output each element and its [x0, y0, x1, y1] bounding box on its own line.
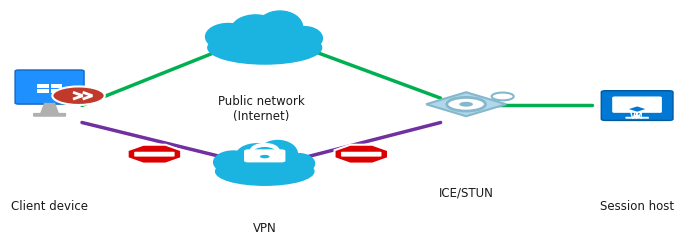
Text: Client device: Client device — [11, 200, 88, 213]
FancyBboxPatch shape — [613, 97, 662, 112]
FancyBboxPatch shape — [625, 117, 649, 119]
Circle shape — [447, 98, 485, 111]
Ellipse shape — [231, 15, 280, 45]
Circle shape — [53, 86, 105, 105]
FancyBboxPatch shape — [33, 113, 66, 117]
Ellipse shape — [236, 144, 278, 169]
Text: Session host: Session host — [600, 200, 674, 213]
FancyBboxPatch shape — [602, 91, 673, 121]
Ellipse shape — [208, 31, 322, 64]
Ellipse shape — [216, 158, 314, 185]
Ellipse shape — [257, 11, 303, 44]
Ellipse shape — [258, 140, 297, 168]
Polygon shape — [426, 92, 506, 116]
Circle shape — [260, 155, 270, 158]
FancyBboxPatch shape — [341, 152, 381, 157]
Text: VM: VM — [631, 111, 644, 121]
FancyBboxPatch shape — [37, 89, 49, 93]
Ellipse shape — [213, 151, 253, 173]
Text: VPN: VPN — [253, 222, 277, 235]
Circle shape — [459, 102, 473, 107]
FancyBboxPatch shape — [51, 84, 62, 88]
FancyBboxPatch shape — [15, 70, 84, 104]
Ellipse shape — [286, 27, 322, 50]
Ellipse shape — [206, 24, 251, 50]
Ellipse shape — [283, 154, 315, 173]
Polygon shape — [335, 145, 388, 164]
FancyBboxPatch shape — [134, 152, 175, 157]
Polygon shape — [128, 145, 181, 164]
Text: Public network
(Internet): Public network (Internet) — [218, 95, 305, 123]
FancyBboxPatch shape — [51, 89, 62, 93]
FancyBboxPatch shape — [245, 150, 285, 162]
Polygon shape — [40, 103, 59, 114]
FancyBboxPatch shape — [37, 84, 49, 88]
Circle shape — [491, 93, 514, 100]
Text: ICE/STUN: ICE/STUN — [439, 187, 493, 200]
Polygon shape — [626, 106, 648, 112]
FancyBboxPatch shape — [634, 115, 640, 118]
